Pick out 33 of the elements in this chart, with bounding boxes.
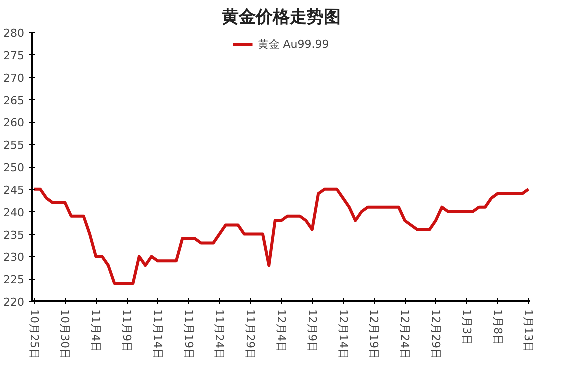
y-tick-label: 245 [4, 184, 25, 197]
x-tick-label: 11月9日 [120, 310, 134, 352]
x-tick-label: 12月19日 [368, 310, 381, 360]
x-tick-label: 12月29日 [429, 310, 442, 360]
x-tick-label: 10月30日 [58, 310, 72, 360]
x-tick-label: 12月14日 [336, 310, 350, 360]
y-tick-label: 270 [4, 72, 25, 85]
y-tick-label: 260 [4, 116, 25, 130]
y-tick-label: 280 [4, 27, 25, 40]
x-tick-label: 12月4日 [275, 310, 288, 352]
chart-title: 黄金价格走势图 [221, 8, 341, 28]
x-tick-label: 1月13日 [522, 310, 536, 352]
x-tick-label: 10月25日 [28, 310, 41, 360]
y-tick-label: 250 [4, 162, 25, 174]
y-tick-label: 230 [4, 251, 25, 264]
x-tick-label: 11月19日 [182, 310, 196, 360]
x-tick-label: 12月9日 [306, 310, 319, 352]
y-tick-label: 255 [4, 139, 25, 152]
y-tick-label: 220 [4, 296, 25, 309]
y-tick-label: 225 [4, 274, 25, 287]
y-tick-label: 265 [4, 94, 25, 108]
line-series [32, 188, 530, 286]
x-tick-label: 1月3日 [460, 310, 474, 346]
y-tick-label: 240 [4, 206, 25, 220]
x-tick-label: 11月24日 [213, 310, 226, 360]
x-tick-label: 11月4日 [90, 310, 103, 352]
x-tick-label: 11月14日 [151, 310, 164, 360]
x-tick-label: 11月29日 [244, 310, 258, 360]
y-tick-label: 275 [4, 49, 25, 62]
x-tick-label: 1月8日 [491, 310, 504, 346]
x-tick-label: 12月24日 [398, 310, 412, 360]
y-tick-label: 235 [4, 228, 25, 242]
legend-label: 黄金 Au99.99 [258, 36, 330, 52]
